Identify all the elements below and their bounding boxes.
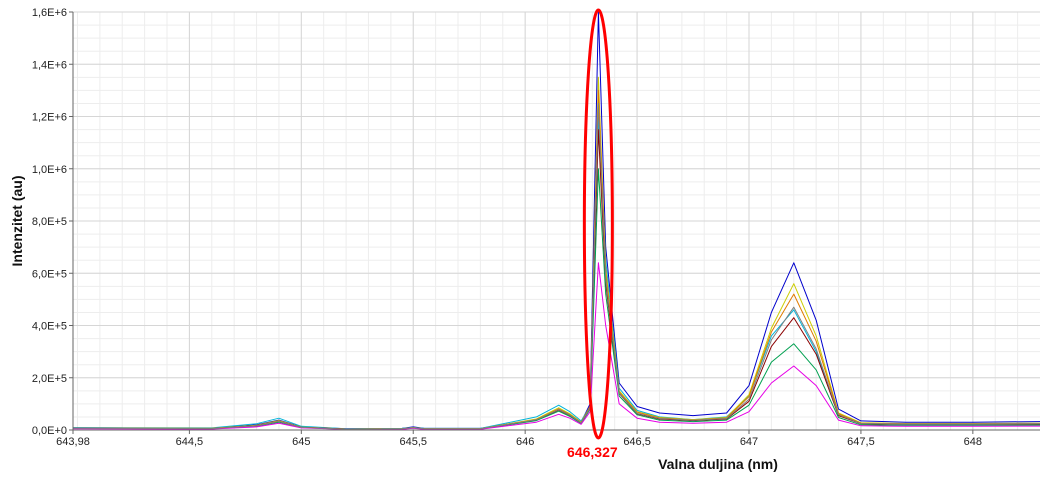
annotation-ellipse — [582, 8, 614, 440]
y-tick-label: 4,0E+5 — [32, 321, 67, 333]
y-tick-label: 6,0E+5 — [32, 268, 67, 280]
y-ticks: 0,0E+0 2,0E+5 4,0E+5 6,0E+5 8,0E+5 1,0E+6 1,2E… — [32, 7, 73, 437]
series-line-8 — [72, 102, 1041, 430]
x-axis-title: Valna duljina (nm) — [658, 456, 778, 472]
y-tick-label: 1,6E+6 — [32, 7, 67, 19]
x-tick-label: 647 — [740, 436, 758, 448]
x-tick-label: 645 — [292, 436, 310, 448]
x-tick-label: 647,5 — [847, 436, 875, 448]
x-tick-label: 648 — [964, 436, 982, 448]
x-ticks: 643,98 644,5 645 645,5 646 646,5 647 647,5 648 — [56, 430, 982, 448]
annotation-label: 646,327 — [567, 444, 618, 460]
x-tick-label: 643,98 — [56, 436, 90, 448]
y-tick-label: 2,0E+5 — [32, 373, 67, 385]
y-tick-label: 0,0E+0 — [32, 425, 67, 437]
x-tick-label: 646,5 — [623, 436, 651, 448]
y-tick-label: 8,0E+5 — [32, 216, 67, 228]
y-tick-label: 1,0E+6 — [32, 164, 67, 176]
series-layer — [72, 11, 1041, 430]
annotation-layer: 646,327 — [567, 8, 618, 460]
x-tick-label: 645,5 — [399, 436, 427, 448]
y-tick-label: 1,2E+6 — [32, 112, 67, 124]
y-axis-title: Intenzitet (au) — [9, 176, 25, 267]
x-tick-label: 646 — [516, 436, 534, 448]
x-tick-label: 644,5 — [176, 436, 204, 448]
y-tick-label: 1,4E+6 — [32, 59, 67, 71]
